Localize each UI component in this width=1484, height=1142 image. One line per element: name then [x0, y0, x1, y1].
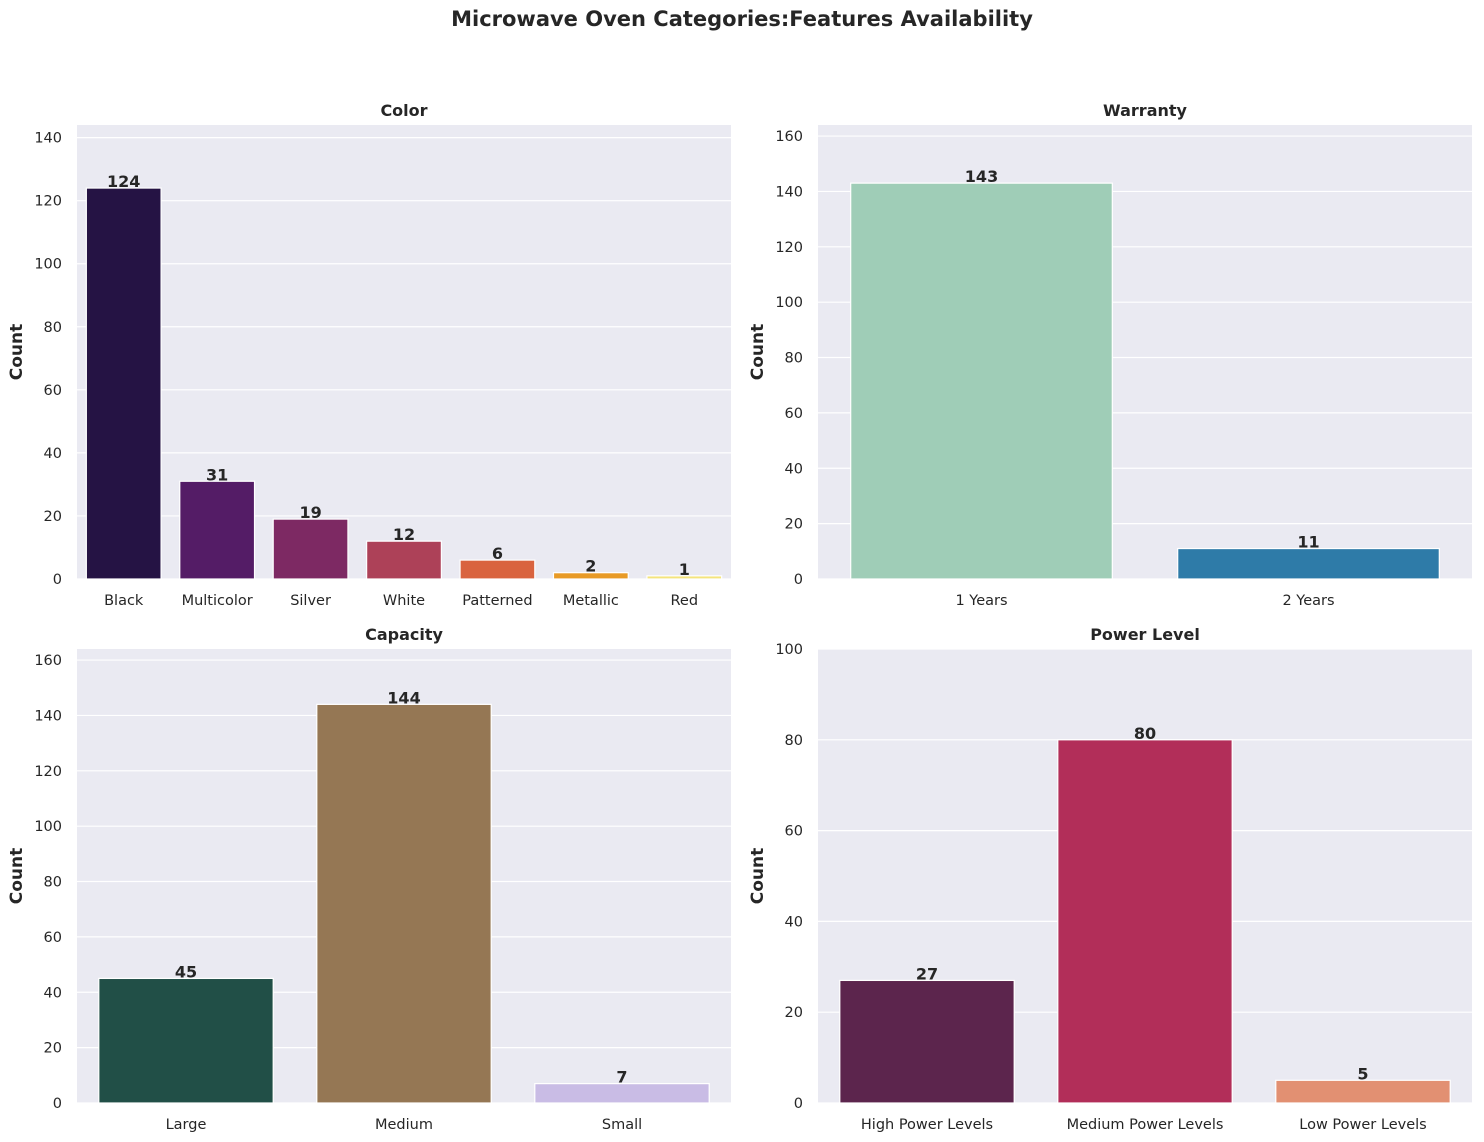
capacity-value-label-small: 7 [616, 1068, 627, 1087]
power-level-y-tick-label: 20 [785, 1005, 803, 1021]
capacity-panel: 0 20 40 60 80 100 120 140 160 45 Large 144 Medium 7 Sm… [7, 625, 731, 1133]
power-level-y-tick-label: 40 [785, 914, 803, 930]
color-x-tick-label-multicolor: Multicolor [182, 593, 253, 609]
figure-title: Microwave Oven Categories:Features Avail… [451, 7, 1033, 31]
capacity-y-axis-label: Count [7, 848, 27, 905]
warranty-y-tick-label: 120 [775, 240, 803, 256]
power-level-y-tick-label: 60 [785, 824, 803, 840]
color-panel: 0 20 40 60 80 100 120 140 124 Black 31 Multicolor 19… [7, 101, 731, 609]
warranty-x-tick-label-2-years: 2 Years [1282, 593, 1334, 609]
warranty-bar-1-years [850, 182, 1113, 580]
color-bar-patterned [459, 559, 536, 580]
capacity-bar-large [98, 977, 274, 1104]
capacity-y-tick-label: 100 [34, 819, 62, 835]
color-plot-area [77, 125, 731, 579]
warranty-y-tick-label: 40 [785, 461, 803, 477]
power-level-y-tick-label: 80 [785, 733, 803, 749]
color-y-tick-label: 120 [34, 194, 62, 210]
capacity-y-tick-label: 160 [34, 653, 62, 669]
color-x-tick-label-silver: Silver [290, 593, 331, 609]
power-level-value-label-medium-power-levels: 80 [1134, 724, 1156, 743]
color-value-label-metallic: 2 [585, 557, 596, 576]
power-level-value-label-low-power-levels: 5 [1357, 1064, 1368, 1083]
capacity-title: Capacity [365, 625, 443, 644]
color-value-label-black: 124 [107, 172, 140, 191]
capacity-y-tick-label: 40 [44, 985, 62, 1001]
color-value-label-patterned: 6 [492, 544, 503, 563]
color-y-tick-label: 80 [44, 320, 62, 336]
warranty-value-label-1-years: 143 [965, 167, 998, 186]
color-y-tick-label: 140 [34, 131, 62, 147]
color-value-label-red: 1 [679, 560, 690, 579]
color-y-axis-label: Count [7, 324, 27, 381]
capacity-bar-small [534, 1083, 710, 1104]
warranty-y-axis-label: Count [748, 324, 768, 381]
color-x-tick-label-black: Black [104, 593, 144, 609]
power-level-x-tick-label-medium-power-levels: Medium Power Levels [1067, 1117, 1224, 1133]
capacity-y-tick-label: 0 [53, 1096, 62, 1112]
warranty-y-tick-label: 160 [775, 129, 803, 145]
color-y-tick-label: 20 [44, 509, 62, 525]
capacity-y-tick-label: 140 [34, 708, 62, 724]
capacity-y-tick-label: 20 [44, 1041, 62, 1057]
capacity-x-tick-label-medium: Medium [375, 1117, 433, 1133]
warranty-y-tick-label: 60 [785, 406, 803, 422]
capacity-bar-medium [316, 703, 492, 1104]
color-bar-red [646, 575, 723, 580]
color-value-label-white: 12 [393, 525, 415, 544]
power-level-bar-high-power-levels [839, 979, 1015, 1104]
color-title: Color [380, 101, 427, 120]
capacity-x-tick-label-large: Large [166, 1117, 207, 1133]
color-value-label-silver: 19 [299, 503, 321, 522]
color-x-tick-label-metallic: Metallic [563, 593, 619, 609]
warranty-y-tick-label: 20 [785, 517, 803, 533]
power-level-y-tick-label: 100 [775, 642, 803, 658]
warranty-x-tick-label-1-years: 1 Years [955, 593, 1007, 609]
color-x-tick-label-patterned: Patterned [462, 593, 532, 609]
warranty-panel: 0 20 40 60 80 100 120 140 160 143 1 Years 11 2 Years… [748, 101, 1472, 609]
capacity-value-label-medium: 144 [387, 688, 420, 707]
color-y-tick-label: 0 [53, 572, 62, 588]
power-level-y-tick-label: 0 [794, 1096, 803, 1112]
power-level-bar-medium-power-levels [1057, 739, 1233, 1104]
color-x-tick-label-red: Red [671, 593, 699, 609]
power-level-value-label-high-power-levels: 27 [916, 964, 938, 983]
color-bar-metallic [552, 572, 629, 580]
color-bar-silver [272, 518, 349, 580]
power-level-x-tick-label-high-power-levels: High Power Levels [861, 1117, 993, 1133]
color-y-tick-label: 100 [34, 257, 62, 273]
color-y-tick-label: 40 [44, 446, 62, 462]
capacity-x-tick-label-small: Small [602, 1117, 642, 1133]
power-level-y-axis-label: Count [748, 848, 768, 905]
warranty-title: Warranty [1103, 101, 1187, 120]
warranty-y-tick-label: 80 [785, 351, 803, 367]
color-bar-multicolor [179, 480, 256, 580]
color-y-tick-label: 60 [44, 383, 62, 399]
warranty-bar-2-years [1177, 547, 1440, 580]
color-bar-white [366, 540, 442, 580]
color-value-label-multicolor: 31 [206, 465, 228, 484]
warranty-value-label-2-years: 11 [1297, 533, 1319, 552]
warranty-y-tick-label: 140 [775, 184, 803, 200]
capacity-value-label-large: 45 [175, 962, 197, 981]
power-level-title: Power Level [1090, 625, 1200, 644]
color-x-tick-label-white: White [383, 593, 425, 609]
power-level-bar-low-power-levels [1275, 1079, 1451, 1104]
warranty-y-tick-label: 0 [794, 572, 803, 588]
subplot-grid: 020406080100120140124Black31Multicolor19… [7, 101, 1472, 1133]
color-bar-black [85, 187, 162, 580]
capacity-y-tick-label: 120 [34, 764, 62, 780]
capacity-y-tick-label: 80 [44, 875, 62, 891]
power-level-panel: 0 20 40 60 80 100 27 High Power Levels 80 Medium … [748, 625, 1472, 1133]
power-level-x-tick-label-low-power-levels: Low Power Levels [1299, 1117, 1426, 1133]
warranty-y-tick-label: 100 [775, 295, 803, 311]
capacity-y-tick-label: 60 [44, 930, 62, 946]
